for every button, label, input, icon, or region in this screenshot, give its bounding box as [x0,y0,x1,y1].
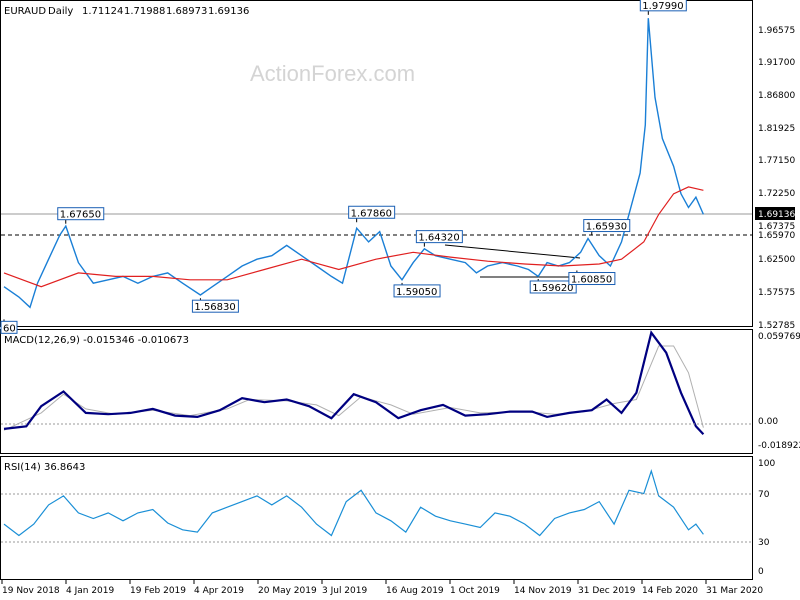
x-tick-label: 14 Feb 2020 [642,586,698,596]
rsi-line [3,468,704,537]
annotation-box [393,284,441,298]
price-tick-label: 1.52785 [758,321,795,331]
annotation-text: 1.67860 [351,208,392,219]
price-tick-label: 1.91700 [758,58,795,68]
rsi-tick-label: 0 [758,567,764,577]
x-tick-label: 31 Dec 2019 [578,586,636,596]
ohlc-low: 1.68973 [166,6,207,17]
rsi-panel-frame [0,456,753,580]
macd-panel-frame [0,329,753,454]
symbol-label: EURAUD [4,6,46,17]
ohlc-open: 1.71124 [82,6,123,17]
rsi-tick-label: 30 [758,538,770,548]
ohlc-close: 1.69136 [208,6,249,17]
annotation-box [348,205,396,219]
price-tick-label: 1.77150 [758,156,795,166]
price-tick-label: 1.72250 [758,189,795,199]
price-tick-label: 1.67375 [758,222,795,232]
annotation-text: 1.60850 [571,275,612,286]
moving-average-line [3,186,704,288]
x-tick-label: 19 Nov 2018 [2,586,60,596]
x-tick-label: 16 Aug 2019 [386,586,444,596]
annotation-text: 1.67650 [60,210,101,221]
price-panel-frame [0,0,753,327]
annotation-box [191,299,239,313]
annotation-text: 60 [3,323,16,334]
annotation-box [568,272,616,286]
last-price-badge [755,207,795,220]
annotation-box [639,0,687,12]
rsi-tick-label: 100 [758,459,775,469]
annotation-text: 1.59620 [532,283,573,294]
macd-line [3,330,705,436]
rsi-tick-label: 70 [758,490,770,500]
annotation-text: 1.97990 [642,1,683,12]
x-tick-label: 1 Oct 2019 [450,586,500,596]
price-tick-label: 1.62500 [758,255,795,265]
macd-series-group [3,330,705,436]
annotation-box [0,320,18,334]
level-price-text: 1.65970 [758,231,795,241]
x-tick-label: 3 Jul 2019 [322,586,367,596]
price-tick-label: 1.86800 [758,91,795,101]
annotation-text: 1.65930 [586,222,627,233]
annotation-box [415,230,463,244]
macd-tick-label: 0.00 [758,417,778,427]
price-tick-label: 1.81925 [758,124,795,134]
x-tick-label: 4 Apr 2019 [194,586,244,596]
x-tick-label: 20 May 2019 [258,586,317,596]
axis-labels: 1.96575 1.91700 1.86800 1.81925 1.77150 1.722… [1,26,800,596]
annotation-text: 1.64320 [418,233,459,244]
macd-tick-label: -0.018922 [758,441,800,451]
upper-trend-line [444,244,581,259]
price-tick-label: 1.96575 [758,26,795,36]
rsi-label: RSI(14) 36.8643 [4,462,85,473]
annotation-box [583,219,631,233]
x-tick-label: 4 Jan 2019 [66,586,114,596]
ohlc-high: 1.71988 [124,6,165,17]
annotation-text: 1.59050 [396,287,437,298]
price-tick-label: 1.57575 [758,288,795,298]
x-tick-label: 14 Nov 2019 [514,586,572,596]
timeframe-label: Daily [48,6,73,17]
price-series-group [3,18,705,309]
macd-tick-label: 0.059769 [758,332,800,342]
last-price-text: 1.69136 [758,210,795,220]
price-annotations: 1.97990 1.67650 1.67860 1.64320 1.59050 1.568… [0,0,687,334]
annotation-box [529,280,577,294]
rsi-series-group [3,468,704,537]
annotation-text: 1.56830 [194,302,235,313]
macd-label: MACD(12,26,9) -0.015346 -0.010673 [4,335,189,346]
watermark: ActionForex.com [250,61,415,86]
annotation-box [57,207,105,221]
x-tick-label: 19 Feb 2019 [130,586,186,596]
x-tick-label: 31 Mar 2020 [706,586,763,596]
